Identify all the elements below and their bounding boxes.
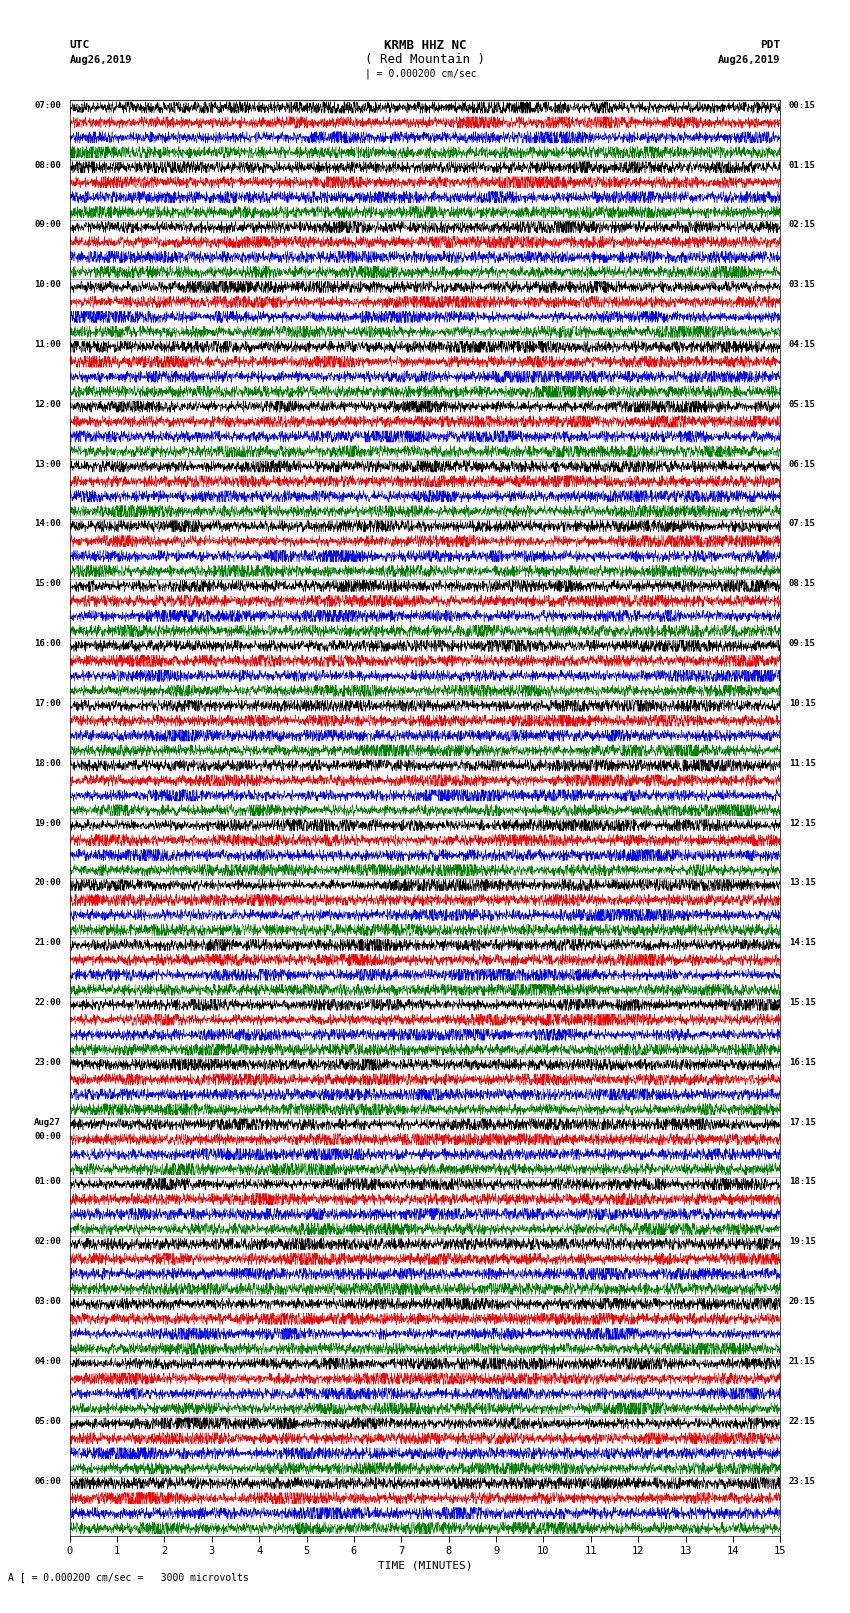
Text: 00:00: 00:00 — [34, 1132, 61, 1140]
Text: 12:00: 12:00 — [34, 400, 61, 408]
Text: Aug27: Aug27 — [34, 1118, 61, 1126]
Text: 15:15: 15:15 — [789, 998, 816, 1007]
Text: 00:15: 00:15 — [789, 100, 816, 110]
Text: 07:00: 07:00 — [34, 100, 61, 110]
Text: 02:15: 02:15 — [789, 221, 816, 229]
Text: 23:15: 23:15 — [789, 1476, 816, 1486]
Text: 16:00: 16:00 — [34, 639, 61, 648]
Text: Aug26,2019: Aug26,2019 — [70, 55, 133, 65]
Text: ( Red Mountain ): ( Red Mountain ) — [365, 53, 485, 66]
Text: 06:00: 06:00 — [34, 1476, 61, 1486]
Text: 09:00: 09:00 — [34, 221, 61, 229]
Text: 19:15: 19:15 — [789, 1237, 816, 1247]
Text: 13:00: 13:00 — [34, 460, 61, 469]
Text: 05:15: 05:15 — [789, 400, 816, 408]
Text: 16:15: 16:15 — [789, 1058, 816, 1066]
Text: Aug26,2019: Aug26,2019 — [717, 55, 780, 65]
Text: 20:00: 20:00 — [34, 879, 61, 887]
Text: 17:00: 17:00 — [34, 698, 61, 708]
Text: 04:00: 04:00 — [34, 1357, 61, 1366]
Text: 22:00: 22:00 — [34, 998, 61, 1007]
Text: 05:00: 05:00 — [34, 1416, 61, 1426]
Text: 21:00: 21:00 — [34, 939, 61, 947]
Text: 14:00: 14:00 — [34, 519, 61, 529]
Text: | = 0.000200 cm/sec: | = 0.000200 cm/sec — [365, 69, 477, 79]
Text: 22:15: 22:15 — [789, 1416, 816, 1426]
Text: 01:00: 01:00 — [34, 1177, 61, 1187]
Text: 11:00: 11:00 — [34, 340, 61, 348]
Text: 10:15: 10:15 — [789, 698, 816, 708]
Text: 19:00: 19:00 — [34, 818, 61, 827]
Text: KRMB HHZ NC: KRMB HHZ NC — [383, 39, 467, 52]
Text: 13:15: 13:15 — [789, 879, 816, 887]
Text: 09:15: 09:15 — [789, 639, 816, 648]
X-axis label: TIME (MINUTES): TIME (MINUTES) — [377, 1560, 473, 1569]
Text: 18:00: 18:00 — [34, 758, 61, 768]
Text: 20:15: 20:15 — [789, 1297, 816, 1307]
Text: UTC: UTC — [70, 40, 90, 50]
Text: 21:15: 21:15 — [789, 1357, 816, 1366]
Text: 11:15: 11:15 — [789, 758, 816, 768]
Text: 15:00: 15:00 — [34, 579, 61, 589]
Text: 17:15: 17:15 — [789, 1118, 816, 1126]
Text: 14:15: 14:15 — [789, 939, 816, 947]
Text: 04:15: 04:15 — [789, 340, 816, 348]
Text: 01:15: 01:15 — [789, 161, 816, 169]
Text: 12:15: 12:15 — [789, 818, 816, 827]
Text: 23:00: 23:00 — [34, 1058, 61, 1066]
Text: 06:15: 06:15 — [789, 460, 816, 469]
Text: 03:15: 03:15 — [789, 281, 816, 289]
Text: 02:00: 02:00 — [34, 1237, 61, 1247]
Text: 08:00: 08:00 — [34, 161, 61, 169]
Text: 08:15: 08:15 — [789, 579, 816, 589]
Text: 18:15: 18:15 — [789, 1177, 816, 1187]
Text: 07:15: 07:15 — [789, 519, 816, 529]
Text: A [ = 0.000200 cm/sec =   3000 microvolts: A [ = 0.000200 cm/sec = 3000 microvolts — [8, 1573, 249, 1582]
Text: 03:00: 03:00 — [34, 1297, 61, 1307]
Text: 10:00: 10:00 — [34, 281, 61, 289]
Text: PDT: PDT — [760, 40, 780, 50]
